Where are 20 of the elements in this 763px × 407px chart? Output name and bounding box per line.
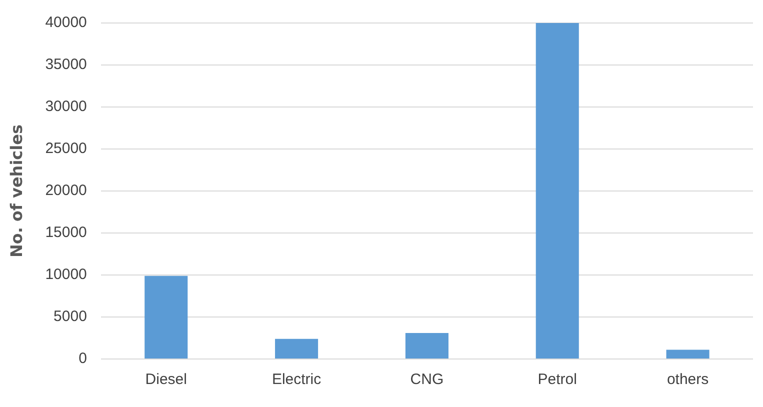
y-tick-label: 35000 [45, 56, 87, 74]
x-tick-label: others [666, 371, 709, 388]
y-tick-label: 30000 [45, 98, 87, 116]
x-tick-label: Diesel [145, 371, 187, 388]
y-tick-label: 25000 [45, 140, 87, 158]
bar [536, 23, 579, 358]
y-tick-label: 0 [78, 350, 87, 368]
y-axis-title: No. of vehicles [6, 124, 26, 258]
y-tick-label: 20000 [45, 182, 87, 200]
bar [405, 332, 448, 358]
y-tick-label: 5000 [54, 308, 87, 326]
bar [666, 350, 710, 358]
bar [275, 338, 318, 358]
y-tick-label: 15000 [45, 224, 87, 242]
y-tick-label: 40000 [45, 14, 87, 32]
bar [144, 276, 188, 358]
y-tick-label: 10000 [45, 266, 87, 284]
x-tick-label: Petrol [538, 371, 577, 388]
x-tick-label: CNG [410, 371, 444, 388]
x-tick-label: Electric [272, 371, 322, 388]
